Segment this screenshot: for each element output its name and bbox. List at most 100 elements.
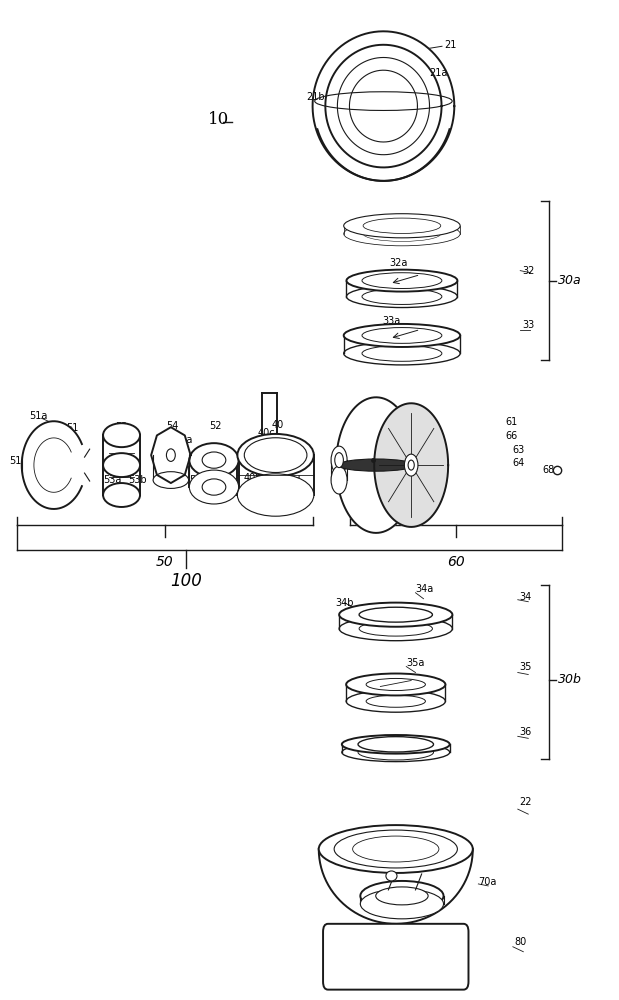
Ellipse shape (103, 453, 140, 477)
Text: 32: 32 (522, 266, 534, 276)
Ellipse shape (344, 222, 460, 246)
Text: 51a: 51a (29, 411, 48, 421)
Text: 54: 54 (167, 421, 179, 431)
Ellipse shape (342, 743, 449, 762)
Text: 54b: 54b (157, 468, 175, 478)
Text: 21b: 21b (306, 92, 325, 102)
Ellipse shape (103, 423, 140, 447)
Text: 40c: 40c (257, 428, 275, 438)
Text: 100: 100 (170, 572, 202, 590)
Text: 61: 61 (506, 417, 517, 427)
Ellipse shape (363, 226, 441, 241)
Ellipse shape (359, 607, 433, 622)
Text: 40b: 40b (243, 473, 262, 483)
Text: 51c: 51c (25, 483, 43, 493)
Text: 33a: 33a (382, 316, 400, 326)
Text: 66: 66 (506, 431, 517, 441)
Ellipse shape (338, 459, 414, 471)
Text: 70a: 70a (478, 877, 496, 887)
Ellipse shape (358, 737, 433, 752)
FancyBboxPatch shape (323, 924, 469, 990)
Ellipse shape (347, 286, 457, 308)
Text: 35: 35 (519, 662, 531, 672)
Text: 22: 22 (519, 797, 532, 807)
Ellipse shape (360, 881, 444, 911)
Text: 21: 21 (444, 40, 456, 50)
Ellipse shape (153, 472, 189, 488)
Ellipse shape (376, 887, 428, 905)
Text: 67a: 67a (370, 473, 387, 483)
Ellipse shape (339, 617, 452, 641)
Ellipse shape (404, 454, 418, 476)
Text: 67b: 67b (370, 448, 388, 458)
Text: 52: 52 (210, 421, 222, 431)
Ellipse shape (339, 603, 452, 627)
Text: 54a: 54a (174, 435, 193, 445)
Ellipse shape (358, 745, 433, 760)
Polygon shape (313, 31, 454, 181)
Ellipse shape (245, 438, 307, 473)
Text: 52b: 52b (205, 475, 223, 485)
Text: 51: 51 (66, 423, 79, 433)
Ellipse shape (202, 452, 226, 468)
Ellipse shape (344, 324, 460, 347)
Text: 80: 80 (514, 937, 526, 947)
Text: 51d: 51d (9, 456, 27, 466)
Text: 40: 40 (271, 420, 284, 430)
Ellipse shape (342, 735, 449, 754)
Text: 30b: 30b (558, 673, 582, 686)
Ellipse shape (366, 678, 425, 691)
Ellipse shape (360, 889, 444, 919)
Ellipse shape (103, 483, 140, 507)
Text: 22a: 22a (347, 834, 365, 844)
Text: 52a: 52a (189, 475, 208, 485)
Polygon shape (374, 403, 448, 527)
Ellipse shape (362, 289, 442, 304)
Text: 22b: 22b (394, 839, 413, 849)
Text: 35a: 35a (406, 658, 425, 668)
Text: 53b: 53b (128, 475, 146, 485)
Text: 51b: 51b (63, 472, 82, 482)
Text: 67: 67 (370, 417, 382, 427)
Ellipse shape (344, 342, 460, 365)
Text: 34b: 34b (335, 598, 354, 608)
Ellipse shape (335, 453, 344, 468)
Text: 64: 64 (513, 458, 525, 468)
Text: 54c: 54c (173, 475, 191, 485)
Ellipse shape (189, 470, 239, 504)
Text: 53a: 53a (103, 475, 121, 485)
Text: 60: 60 (447, 555, 465, 569)
Polygon shape (151, 427, 191, 483)
Ellipse shape (346, 690, 446, 712)
Text: 34a: 34a (415, 584, 434, 594)
Ellipse shape (344, 214, 460, 238)
Text: 68: 68 (542, 465, 555, 475)
Text: 30a: 30a (558, 274, 581, 287)
Ellipse shape (363, 218, 441, 233)
Ellipse shape (331, 446, 347, 474)
Ellipse shape (346, 674, 446, 695)
Ellipse shape (362, 346, 442, 361)
Polygon shape (319, 849, 473, 924)
Text: 50: 50 (156, 555, 173, 569)
Text: 36: 36 (519, 727, 531, 737)
Ellipse shape (366, 695, 425, 707)
Ellipse shape (167, 449, 175, 461)
Ellipse shape (189, 443, 239, 477)
Ellipse shape (386, 871, 397, 881)
Text: 63: 63 (513, 445, 525, 455)
Ellipse shape (408, 460, 414, 470)
Ellipse shape (359, 621, 433, 636)
Text: 10: 10 (208, 111, 229, 128)
Ellipse shape (331, 466, 347, 494)
Ellipse shape (319, 825, 473, 873)
Text: 32a: 32a (389, 258, 408, 268)
Ellipse shape (238, 434, 314, 476)
Ellipse shape (362, 328, 442, 343)
Ellipse shape (238, 474, 314, 516)
Text: 33: 33 (522, 320, 534, 330)
Text: 53: 53 (115, 422, 128, 432)
Ellipse shape (362, 273, 442, 289)
Polygon shape (22, 421, 86, 509)
Text: 21a: 21a (430, 68, 448, 78)
